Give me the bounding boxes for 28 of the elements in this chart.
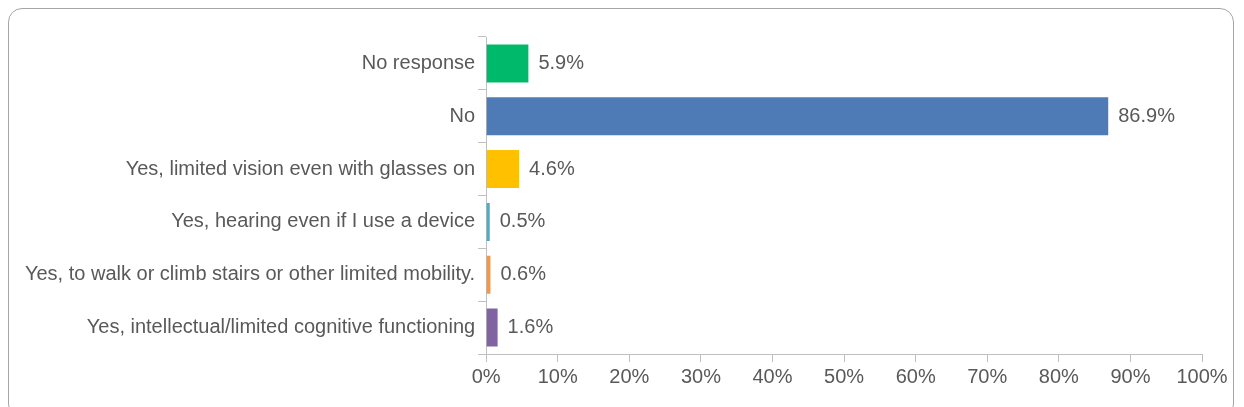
x-tick-label: 80% <box>1038 364 1080 387</box>
bar <box>486 202 490 241</box>
x-tick-label: 60% <box>895 364 936 387</box>
x-tick-label: 90% <box>1110 364 1151 387</box>
x-tick-label: 50% <box>824 364 865 387</box>
bar <box>486 44 529 83</box>
y-tick-label: Yes, limited vision even with glasses on <box>125 156 476 179</box>
data-label: 5.9% <box>538 50 585 73</box>
y-tick-label: Yes, intellectual/limited cognitive functioning <box>86 315 476 338</box>
x-tick-label: 20% <box>609 364 650 387</box>
data-label: 86.9% <box>1118 103 1176 126</box>
y-tick-label: Yes, to walk or climb stairs or other limited mobility. <box>24 262 476 285</box>
x-tick-label: 100% <box>1176 364 1228 387</box>
x-tick-label: 0% <box>471 364 501 387</box>
x-tick-label: 10% <box>537 364 578 387</box>
data-label: 4.6% <box>529 156 575 179</box>
data-label: 0.5% <box>499 209 546 232</box>
y-tick-label: No <box>449 103 476 126</box>
x-tick-label: 40% <box>752 364 793 387</box>
x-tick-label: 30% <box>680 364 722 387</box>
bar <box>486 150 520 189</box>
bar <box>486 97 1109 136</box>
bar <box>486 308 498 347</box>
y-tick-label: Yes, hearing even if I use a device <box>171 209 476 232</box>
data-label: 0.6% <box>500 262 547 285</box>
data-label: 1.6% <box>507 315 554 338</box>
x-tick-label: 70% <box>967 364 1008 387</box>
y-tick-label: No response <box>361 50 476 73</box>
